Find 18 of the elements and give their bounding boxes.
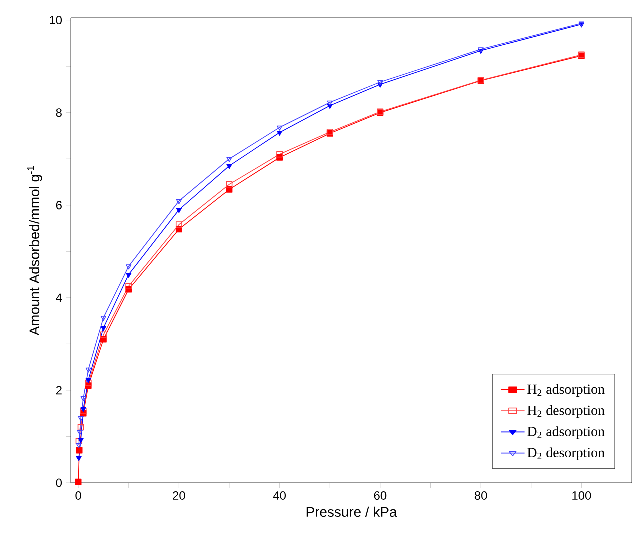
- x-axis-title: Pressure / kPa: [306, 506, 398, 518]
- y-tick-label: 6: [56, 201, 62, 210]
- legend-label: H$_{2}$ desorption: [528, 405, 605, 418]
- x-tick-label: 60: [374, 492, 387, 500]
- x-tick-label: 0: [76, 492, 82, 500]
- x-tick-label: 40: [273, 492, 286, 500]
- y-tick-label: 8: [56, 108, 62, 118]
- legend-label: H$_{2}$ adsorption: [528, 384, 605, 397]
- legend-label: D$_{2}$ desorption: [528, 448, 605, 460]
- y-axis-title: Amount Adsorbed/mmol g$^{-1}$: [28, 166, 42, 336]
- x-tick-label: 80: [474, 492, 488, 500]
- legend-label: D$_{2}$ adsorption: [528, 426, 605, 440]
- y-tick-label: 2: [56, 386, 62, 395]
- y-tick-label: 4: [56, 294, 62, 302]
- y-tick-label: 0: [56, 478, 62, 488]
- x-tick-label: 20: [173, 492, 186, 500]
- y-tick-label: 10: [50, 16, 62, 25]
- x-tick-label: 100: [572, 492, 592, 500]
